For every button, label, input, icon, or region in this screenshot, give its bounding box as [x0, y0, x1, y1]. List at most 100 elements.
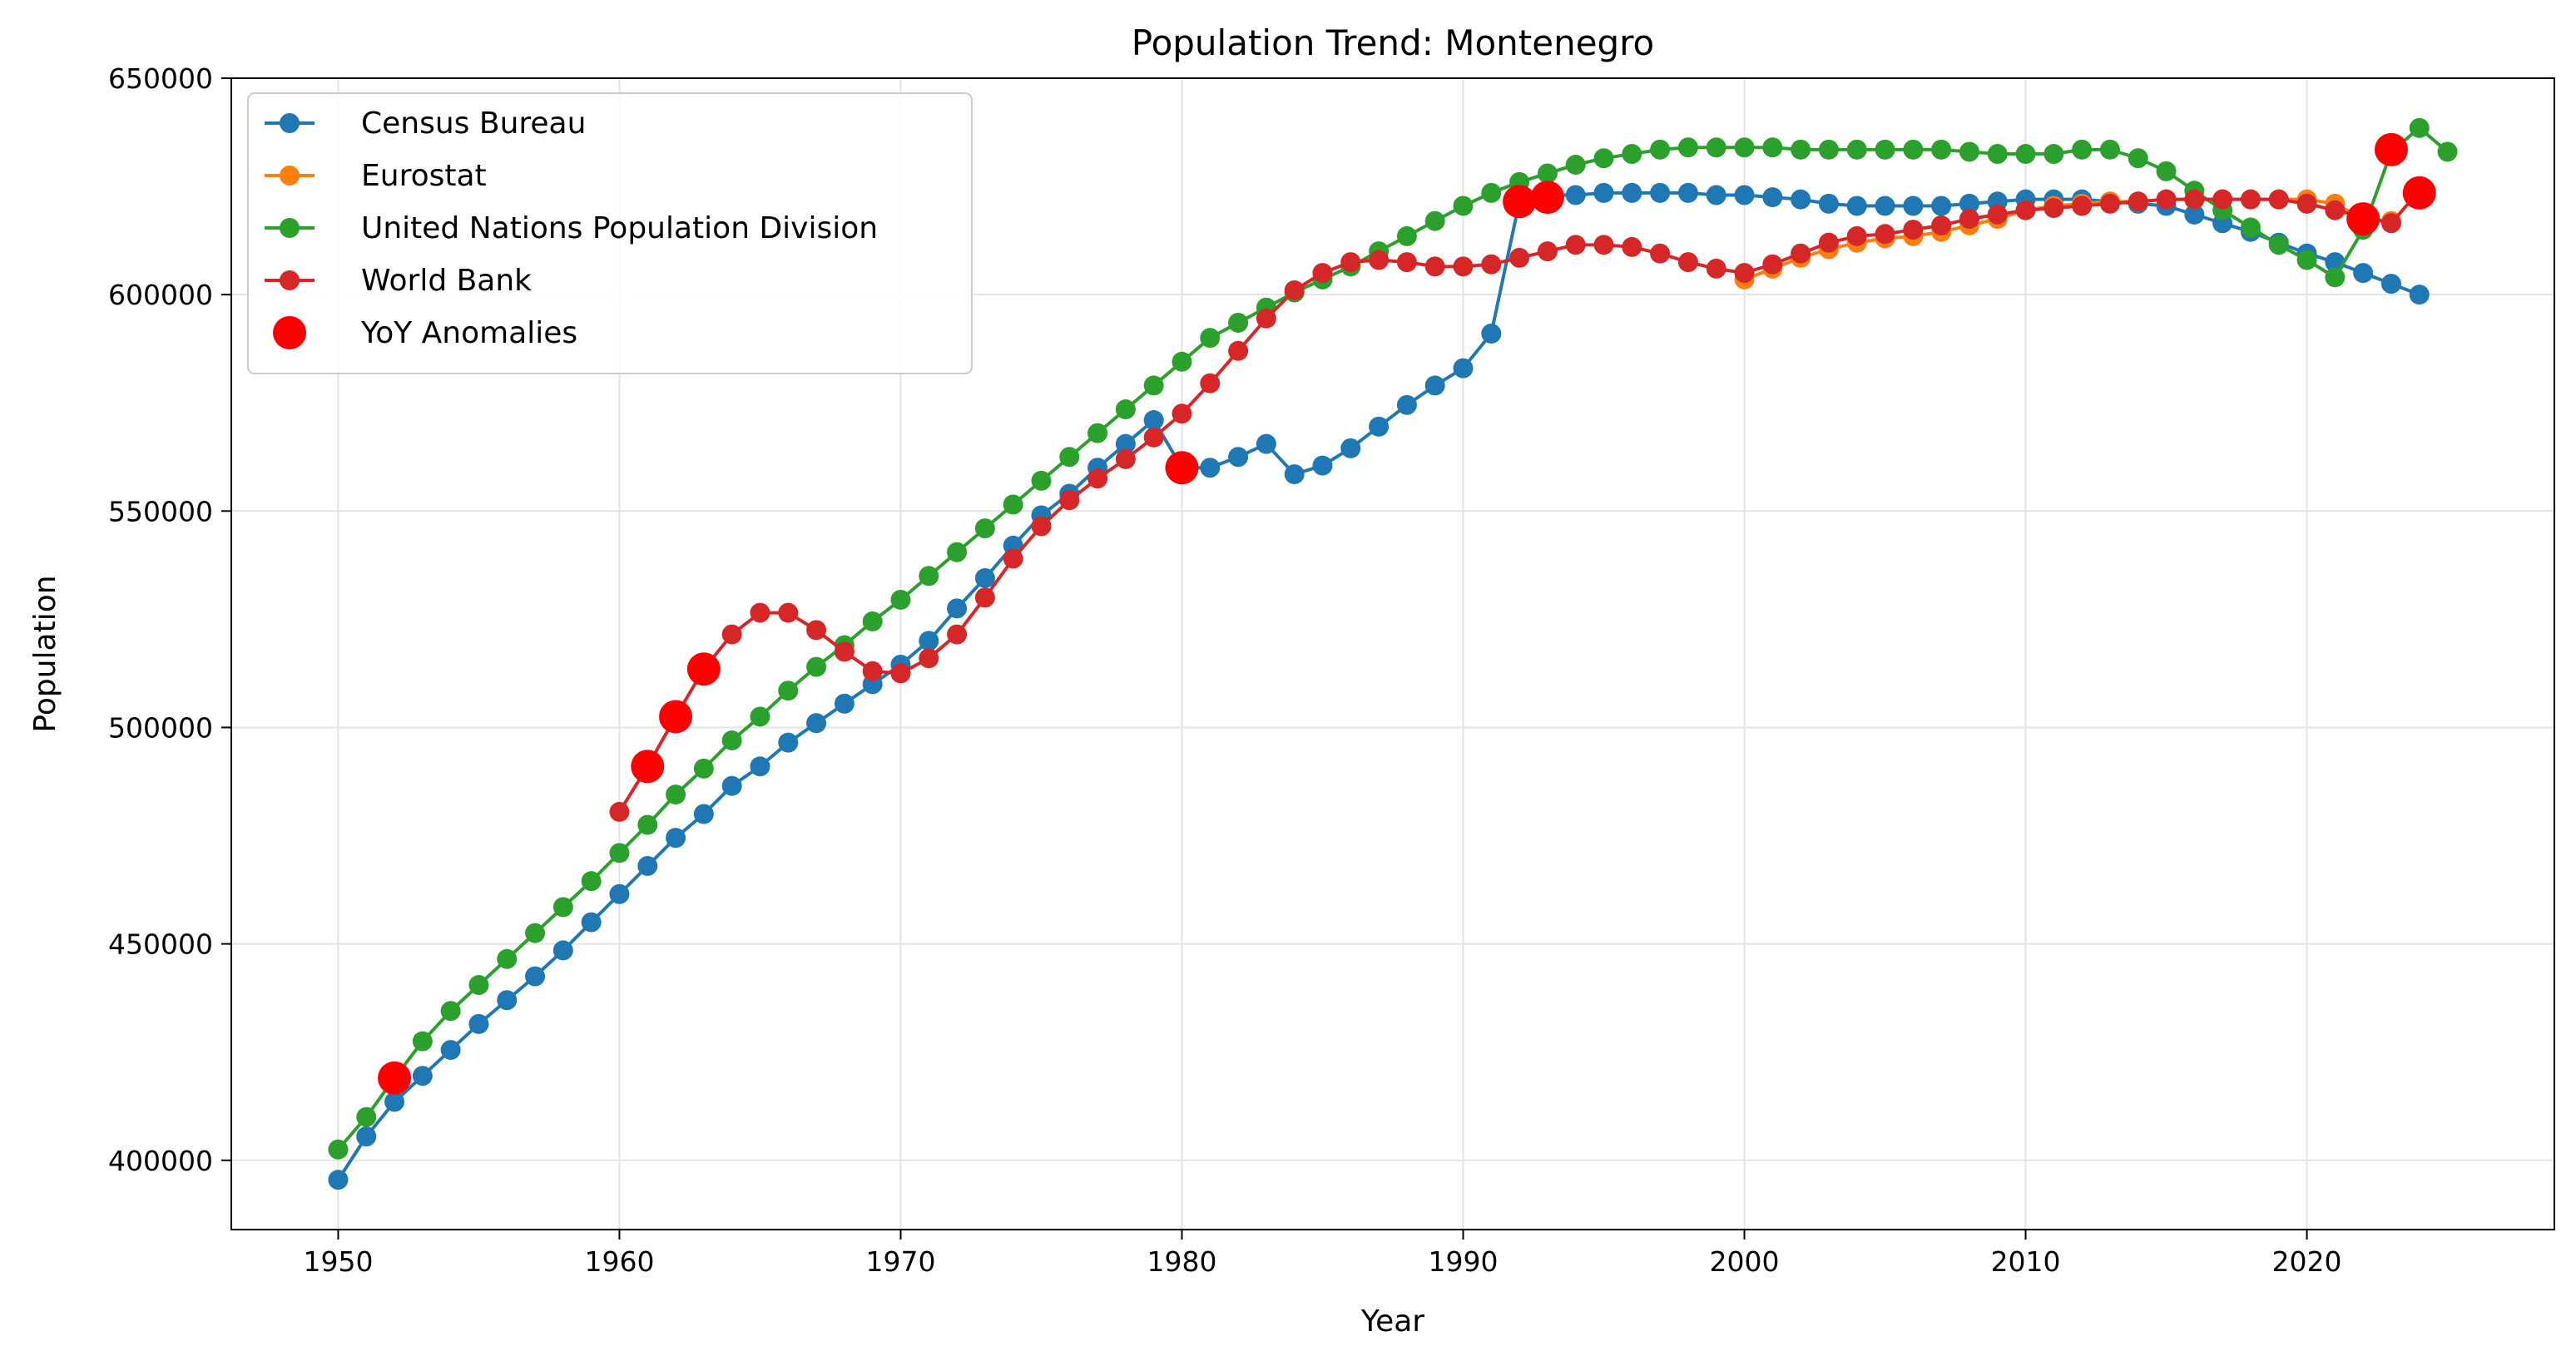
legend: Census Bureau Eurostat United Nations Popu… [247, 92, 973, 374]
series-point [1509, 247, 1530, 268]
anomaly-point [686, 652, 721, 686]
series-point [1031, 470, 1052, 491]
series-point [1059, 447, 1080, 468]
series-point [750, 756, 770, 777]
x-tick-label: 1990 [1429, 1245, 1499, 1278]
series-point [1537, 241, 1558, 262]
series-point [1340, 252, 1361, 273]
series-point [2268, 235, 2289, 255]
legend-entry: World Bank [265, 264, 532, 298]
series-point [2325, 200, 2346, 220]
anomaly-point [1530, 181, 1564, 215]
series-point [1256, 308, 1276, 329]
series-point [1228, 340, 1249, 361]
series-point [1959, 209, 1979, 230]
series-point [525, 923, 546, 943]
x-tick-label: 1970 [865, 1245, 935, 1278]
series-point [1340, 438, 1361, 458]
series-point [1593, 235, 1614, 255]
series-point [2437, 141, 2458, 162]
series-point [1481, 254, 1502, 275]
series-point [778, 602, 799, 623]
series-point [693, 804, 714, 824]
series-point [1424, 256, 1445, 277]
series-point [1453, 195, 1474, 216]
series-point [1706, 137, 1726, 158]
series-point [1846, 195, 1867, 216]
series-point [1650, 139, 1671, 160]
series-point [974, 587, 995, 608]
series-point [890, 589, 911, 610]
series-point [1622, 144, 1642, 165]
series-point [2156, 189, 2177, 210]
y-tick-label: 500000 [108, 711, 213, 744]
series-point [2184, 189, 2205, 210]
series-point [806, 656, 827, 677]
x-tick-label: 1950 [303, 1245, 373, 1278]
series-point [1256, 433, 1276, 454]
series-point [1622, 236, 1642, 257]
series-point [1115, 433, 1136, 454]
series-point [637, 855, 658, 876]
series-point [1791, 243, 1811, 264]
series-point [1734, 137, 1755, 158]
series-point [1453, 256, 1474, 277]
series-point [328, 1170, 349, 1190]
series-point [1931, 215, 1952, 235]
series-point [778, 681, 799, 701]
series-point [1706, 258, 1726, 279]
series-point [1228, 312, 1249, 333]
anomaly-point [2402, 176, 2436, 210]
legend-label: YoY Anomalies [360, 316, 577, 350]
series-point [609, 801, 630, 822]
series-point [1931, 139, 1952, 160]
series-point [2409, 117, 2430, 138]
series-point [1396, 394, 1417, 415]
series-point [2015, 144, 2036, 165]
series-point [1818, 139, 1839, 160]
series-point [1791, 189, 1811, 210]
series-point [693, 758, 714, 779]
series-point [1875, 139, 1895, 160]
series-point [1875, 224, 1895, 245]
series-point [919, 648, 939, 669]
series-point [1453, 358, 1474, 379]
series-point [1087, 468, 1108, 489]
series-point [2212, 189, 2233, 210]
series-point [750, 602, 770, 623]
series-point [862, 661, 883, 681]
series-point [1537, 163, 1558, 184]
series-point [721, 624, 742, 645]
x-tick-label: 1960 [584, 1245, 654, 1278]
anomaly-point [1165, 451, 1199, 485]
chart-title: Population Trend: Montenegro [1132, 22, 1654, 63]
series-point [497, 948, 518, 969]
series-point [1903, 139, 1924, 160]
series-point [1650, 243, 1671, 264]
series-layer [328, 117, 2458, 1190]
legend-label: Census Bureau [361, 106, 586, 141]
series-point [1987, 144, 2008, 165]
series-point [440, 1001, 461, 1022]
series-point [2240, 189, 2261, 210]
series-point [2128, 148, 2148, 169]
series-point [2296, 193, 2317, 214]
series-point [1200, 373, 1221, 393]
series-point [2409, 285, 2430, 305]
anomaly-point [659, 700, 693, 734]
series-point [890, 663, 911, 684]
series-point [468, 1013, 489, 1034]
series-point [1818, 232, 1839, 253]
series-point [1734, 185, 1755, 205]
series-point [1650, 182, 1671, 203]
series-point [1622, 182, 1642, 203]
series-point [919, 566, 939, 586]
series-point [1396, 225, 1417, 246]
series-point [1987, 204, 2008, 225]
series-point [1003, 494, 1023, 515]
series-line [336, 126, 2449, 1151]
series-point [1593, 182, 1614, 203]
series-point [1762, 137, 1783, 158]
series-point [1172, 351, 1192, 372]
